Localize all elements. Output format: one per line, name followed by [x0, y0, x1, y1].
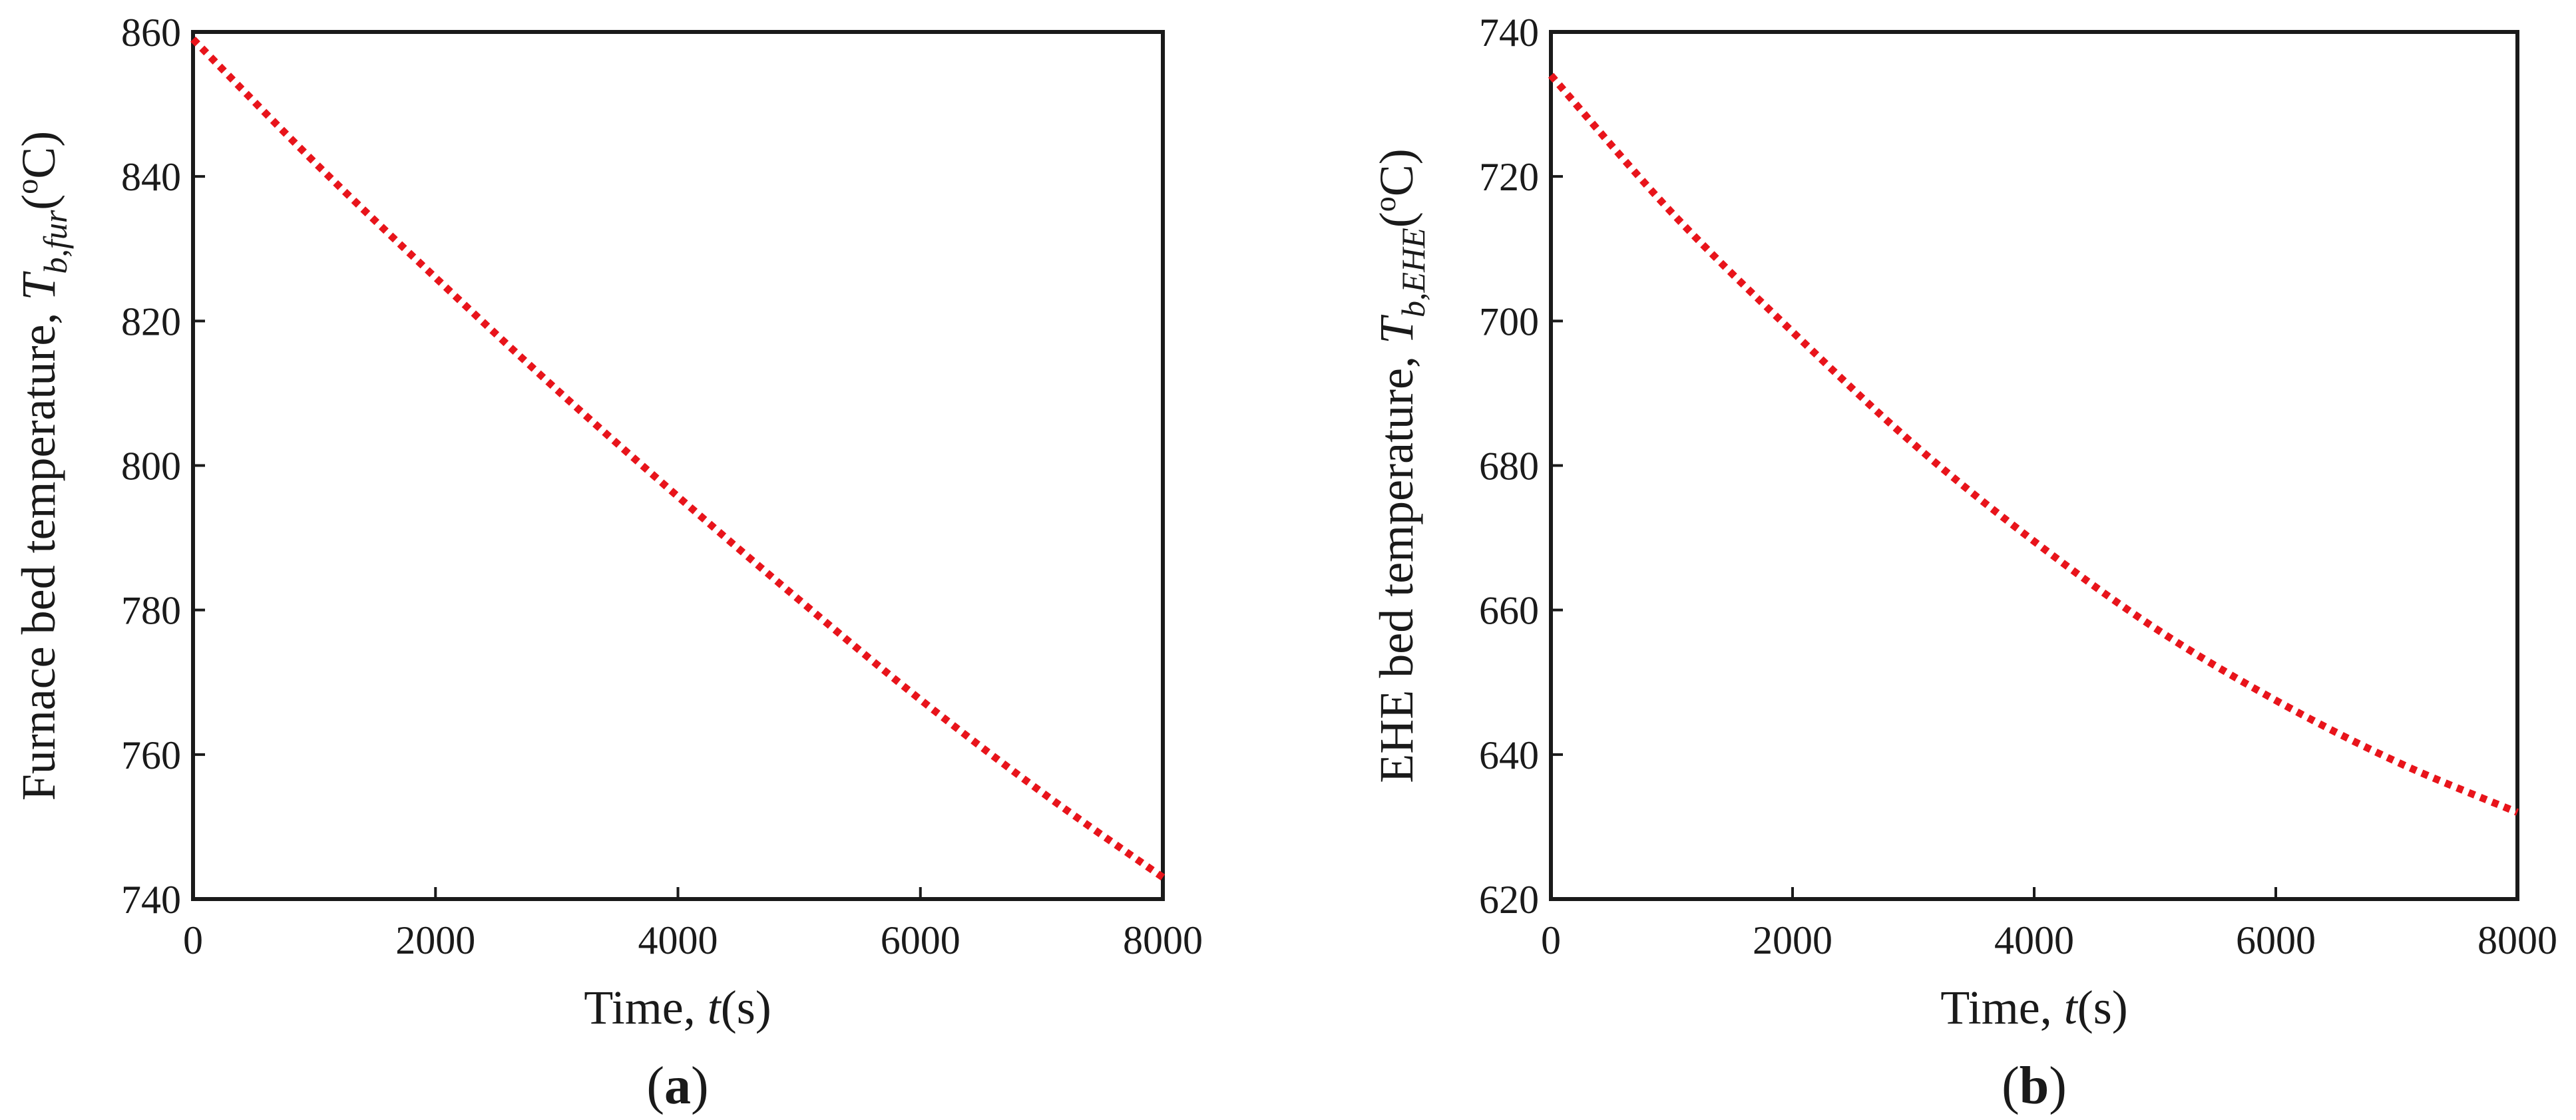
- x-tick-label-a: 0: [183, 918, 203, 962]
- y-tick-label-a: 760: [121, 733, 181, 777]
- x-tick-label-a: 6000: [881, 918, 961, 962]
- y-tick-label-a: 840: [121, 155, 181, 199]
- y-tick-label-b: 700: [1479, 299, 1539, 343]
- series-b: [1548, 73, 2519, 816]
- y-tick-label-b: 740: [1479, 11, 1539, 55]
- x-tick-label-b: 8000: [2477, 918, 2557, 962]
- y-tick-label-b: 680: [1479, 445, 1539, 488]
- y-tick-label-a: 860: [121, 11, 181, 55]
- y-ticks-a: 740 760 780 800 820 840 860: [121, 11, 205, 922]
- x-axis-label-b: Time, t(s): [1940, 981, 2127, 1034]
- x-tick-label-b: 2000: [1753, 918, 1832, 962]
- x-tick-label-a: 2000: [395, 918, 475, 962]
- y-tick-label-a: 800: [121, 445, 181, 488]
- y-tick-label-a: 780: [121, 589, 181, 633]
- y-tick-label-a: 740: [121, 878, 181, 922]
- y-tick-label-a: 820: [121, 299, 181, 343]
- panel-label-b: (b): [2002, 1057, 2067, 1115]
- x-tick-label-b: 4000: [1994, 918, 2074, 962]
- y-tick-label-b: 660: [1479, 589, 1539, 633]
- x-axis-label-a: Time, t(s): [584, 981, 771, 1034]
- x-tick-label-a: 8000: [1123, 918, 1203, 962]
- y-axis-label-a: Furnace bed temperature, Tb,fur(oC): [10, 131, 74, 801]
- plot-frame-a: [191, 30, 1165, 901]
- series-a: [190, 36, 1166, 880]
- y-tick-label-b: 720: [1479, 155, 1539, 199]
- x-tick-label-a: 4000: [638, 918, 718, 962]
- x-ticks-b: 0 2000 4000 6000 8000: [1541, 887, 2557, 962]
- y-axis-label-b: EHE bed temperature, Tb,EHE(oC): [1368, 148, 1432, 783]
- series-line-b: [1548, 73, 2519, 816]
- y-ticks-b: 620 640 660 680 700 720 740: [1479, 11, 1563, 922]
- plot-frame-b: [1549, 30, 2519, 901]
- series-line-a: [190, 36, 1166, 880]
- y-tick-label-b: 640: [1479, 733, 1539, 777]
- y-tick-label-b: 620: [1479, 878, 1539, 922]
- x-tick-label-b: 0: [1541, 918, 1561, 962]
- chart-a: 0 2000 4000 6000 8000 740760780800820840860 …: [10, 11, 1203, 1115]
- panel-label-a: (a): [646, 1057, 708, 1115]
- chart-b: 0 2000 4000 6000 8000 620640660680700720740 …: [1368, 11, 2557, 1115]
- x-tick-label-b: 6000: [2236, 918, 2316, 962]
- x-ticks-a: 0 2000 4000 6000 8000: [183, 887, 1203, 962]
